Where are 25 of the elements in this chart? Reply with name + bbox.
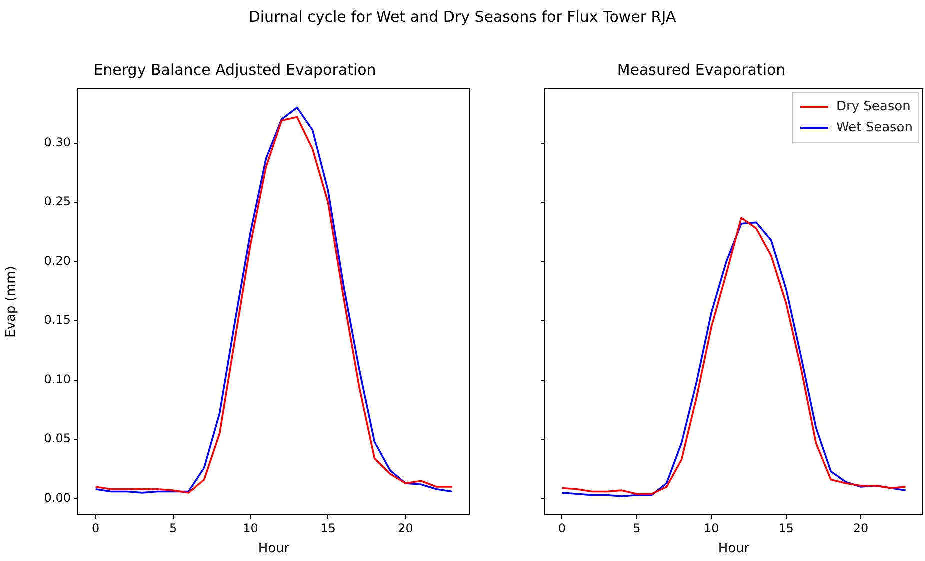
- y-tick-label: 0.20: [44, 254, 71, 268]
- chart-title: Energy Balance Adjusted Evaporation: [94, 60, 376, 79]
- x-tick-label: 15: [778, 521, 794, 536]
- x-tick-label: 0: [558, 521, 566, 536]
- y-tick-label: 0.05: [44, 432, 71, 446]
- x-tick-label: 10: [704, 521, 720, 536]
- legend-label: Wet Season: [836, 120, 914, 136]
- chart-title: Measured Evaporation: [617, 60, 786, 79]
- x-tick-label: 20: [398, 521, 414, 536]
- x-tick-label: 5: [169, 521, 178, 536]
- x-tick-label: 15: [320, 521, 336, 536]
- x-tick-label: 20: [853, 521, 869, 536]
- y-tick-label: 0.30: [44, 135, 71, 150]
- y-axis-title: Evap (mm): [4, 266, 20, 338]
- x-axis-title: Hour: [718, 542, 750, 557]
- x-tick-label: 10: [243, 521, 258, 536]
- x-tick-label: 5: [633, 521, 641, 536]
- x-tick-label: 0: [92, 521, 100, 536]
- legend-label: Dry Season: [836, 99, 911, 114]
- y-tick-label: 0.00: [44, 491, 71, 506]
- text: Diurnal cycle for Wet and Dry Seasons for Flux Tower RJA: [248, 8, 678, 26]
- x-axis-title: Hour: [258, 542, 290, 557]
- y-tick-label: 0.25: [44, 194, 71, 209]
- y-tick-label: 0.10: [44, 372, 71, 386]
- y-tick-label: 0.15: [44, 313, 71, 328]
